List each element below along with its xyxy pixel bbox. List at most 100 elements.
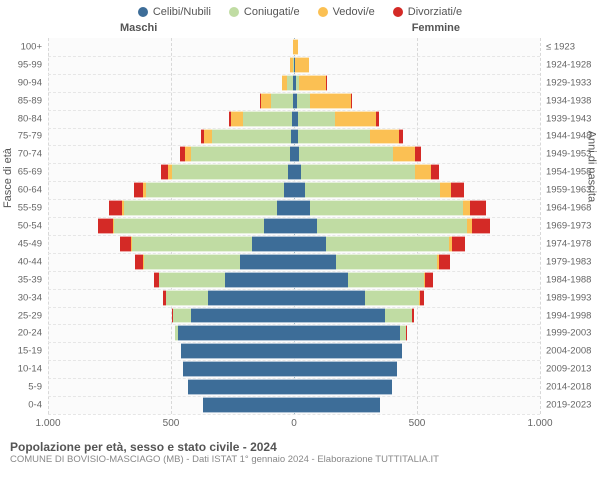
male-half: [48, 379, 294, 395]
chart-area: Fasce di età Anni di nascita 100+95-9990…: [0, 38, 600, 436]
male-half: [48, 57, 294, 73]
bar-segment: [376, 111, 378, 127]
grid-line-vertical: [540, 38, 541, 414]
bar-segment: [261, 93, 271, 109]
age-label: 20-24: [0, 329, 46, 339]
bar-segment: [472, 218, 489, 234]
header-male: Maschi: [120, 22, 157, 34]
pyramid-row: [48, 39, 540, 55]
age-label: 75-79: [0, 132, 46, 142]
bar-segment: [181, 343, 294, 359]
bar-segment: [297, 93, 311, 109]
bar-segment: [299, 75, 326, 91]
bar-segment: [172, 164, 288, 180]
age-label: 50-54: [0, 221, 46, 231]
bar-segment: [231, 111, 243, 127]
age-label: 0-4: [0, 400, 46, 410]
male-half: [48, 397, 294, 413]
bar-segment: [299, 146, 392, 162]
chart-title: Popolazione per età, sesso e stato civil…: [10, 440, 590, 454]
legend-label: Celibi/Nubili: [153, 6, 211, 18]
bar-segment: [294, 308, 385, 324]
grid-line-horizontal: [48, 414, 540, 415]
bar-segment: [191, 146, 289, 162]
pyramid-row: [48, 272, 540, 288]
legend-swatch: [393, 7, 403, 17]
birth-year-label: 2004-2008: [542, 347, 600, 357]
legend: Celibi/NubiliConiugati/eVedovi/eDivorzia…: [0, 0, 600, 22]
female-half: [294, 75, 540, 91]
pyramid-row: [48, 93, 540, 109]
male-half: [48, 236, 294, 252]
male-half: [48, 308, 294, 324]
age-label: 30-34: [0, 293, 46, 303]
pyramid-row: [48, 146, 540, 162]
bar-segment: [166, 290, 208, 306]
female-half: [294, 111, 540, 127]
female-half: [294, 325, 540, 341]
bar-segment: [365, 290, 419, 306]
chart-footer: Popolazione per età, sesso e stato civil…: [0, 436, 600, 465]
pyramid-row: [48, 57, 540, 73]
age-label: 90-94: [0, 78, 46, 88]
female-half: [294, 39, 540, 55]
bar-segment: [252, 236, 294, 252]
bar-segment: [294, 218, 317, 234]
bar-segment: [294, 39, 298, 55]
pyramid-row: [48, 218, 540, 234]
pyramid-row: [48, 164, 540, 180]
legend-label: Vedovi/e: [333, 6, 375, 18]
y-axis-left: 100+95-9990-9485-8980-8475-7970-7465-696…: [0, 38, 46, 436]
female-half: [294, 343, 540, 359]
birth-year-label: 1959-1963: [542, 185, 600, 195]
female-half: [294, 236, 540, 252]
bar-segment: [294, 200, 310, 216]
bar-segment: [124, 200, 277, 216]
pyramid-row: [48, 254, 540, 270]
pyramid-row: [48, 397, 540, 413]
bar-segment: [203, 397, 294, 413]
male-half: [48, 39, 294, 55]
bar-segment: [335, 111, 377, 127]
female-half: [294, 290, 540, 306]
bar-segment: [452, 236, 466, 252]
bar-segment: [440, 182, 451, 198]
x-tick-label: 500: [163, 418, 180, 429]
age-label: 60-64: [0, 185, 46, 195]
pyramid-row: [48, 236, 540, 252]
birth-year-label: 1974-1978: [542, 239, 600, 249]
age-label: 100+: [0, 42, 46, 52]
legend-swatch: [229, 7, 239, 17]
age-label: 65-69: [0, 168, 46, 178]
pyramid-row: [48, 182, 540, 198]
female-half: [294, 129, 540, 145]
bar-segment: [191, 308, 294, 324]
bar-segment: [271, 93, 293, 109]
bar-segment: [393, 146, 415, 162]
bar-segment: [294, 397, 380, 413]
bar-segment: [310, 93, 351, 109]
birth-year-label: 1964-1968: [542, 203, 600, 213]
bar-segment: [294, 343, 402, 359]
bar-segment: [470, 200, 486, 216]
bar-segment: [132, 236, 253, 252]
bar-segment: [294, 272, 348, 288]
bar-segment: [326, 236, 449, 252]
bar-segment: [204, 129, 213, 145]
birth-year-label: 1979-1983: [542, 257, 600, 267]
plot-area: [48, 38, 540, 414]
bar-segment: [243, 111, 292, 127]
female-half: [294, 379, 540, 395]
bar-segment: [425, 272, 432, 288]
x-tick-label: 1.000: [35, 418, 60, 429]
gender-headers: Maschi Femmine: [0, 22, 600, 38]
bar-segment: [144, 254, 240, 270]
bar-segment: [134, 182, 144, 198]
bar-segment: [439, 254, 450, 270]
bar-segment: [294, 325, 400, 341]
male-half: [48, 164, 294, 180]
bar-segment: [298, 129, 369, 145]
male-half: [48, 325, 294, 341]
male-half: [48, 200, 294, 216]
bar-segment: [161, 164, 168, 180]
